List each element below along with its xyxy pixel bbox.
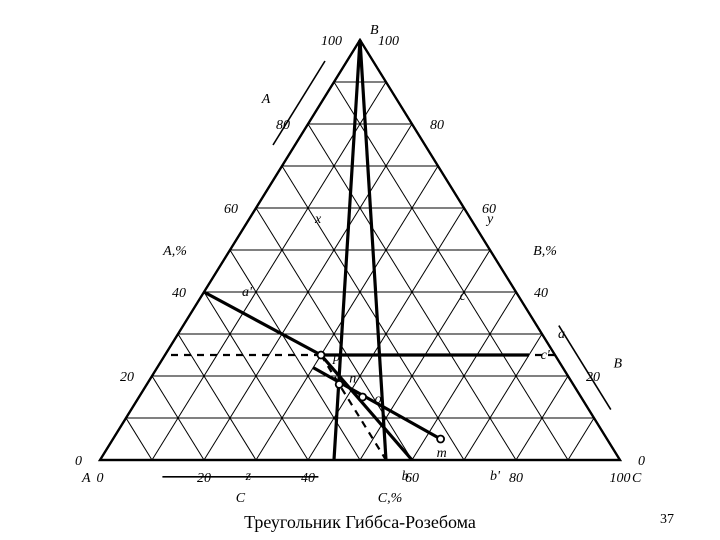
point-o: [359, 394, 366, 401]
ternary-diagram: 020406080100100806040200020406080100ВAСА…: [0, 0, 720, 540]
annot-y: y: [485, 212, 494, 227]
vertex-right: С: [632, 471, 642, 486]
tick-bottom: 20: [197, 471, 211, 486]
vertex-top: В: [370, 23, 379, 38]
span-bottom: C: [236, 491, 246, 506]
point-p: [318, 352, 325, 359]
annot-m: m: [437, 446, 447, 461]
tick-bottom: 0: [97, 471, 104, 486]
annot-p: p: [332, 350, 340, 365]
annot-b: b: [402, 469, 409, 484]
tick-left: 60: [224, 202, 238, 217]
page-number: 37: [660, 512, 674, 528]
tick-left: 0: [75, 454, 82, 469]
axis-label-right: В,%: [533, 244, 557, 259]
axis-label-bottom: С,%: [378, 491, 403, 506]
tick-left: 100: [321, 34, 342, 49]
annot-n: n: [349, 371, 356, 386]
tick-right: 80: [430, 118, 444, 133]
tick-bottom: 100: [610, 471, 631, 486]
tick-bottom: 80: [509, 471, 523, 486]
annot-x: x: [314, 212, 322, 227]
figure-caption: Треугольник Гиббса-Розебома: [0, 512, 720, 533]
annot-a: a: [558, 327, 565, 342]
annot-o: o: [375, 392, 382, 407]
axis-label-left: А,%: [162, 244, 187, 259]
annot-a': a': [242, 285, 253, 300]
point-m: [437, 436, 444, 443]
annot-c': c': [541, 348, 551, 363]
tick-right: 100: [378, 34, 399, 49]
point-n: [336, 381, 343, 388]
ternary-svg: 020406080100100806040200020406080100ВAСА…: [0, 0, 720, 540]
heavy-line: [204, 292, 321, 355]
annot-c: c: [460, 289, 467, 304]
vertex-left: A: [81, 471, 91, 486]
annot-z: z: [245, 469, 252, 484]
span-right: B: [614, 357, 623, 372]
tick-left: 20: [120, 370, 134, 385]
tick-left: 40: [172, 286, 186, 301]
annot-b': b': [490, 469, 501, 484]
tick-right: 40: [534, 286, 548, 301]
tick-right: 0: [638, 454, 645, 469]
tick-bottom: 40: [301, 471, 315, 486]
span-left: A: [261, 92, 271, 107]
